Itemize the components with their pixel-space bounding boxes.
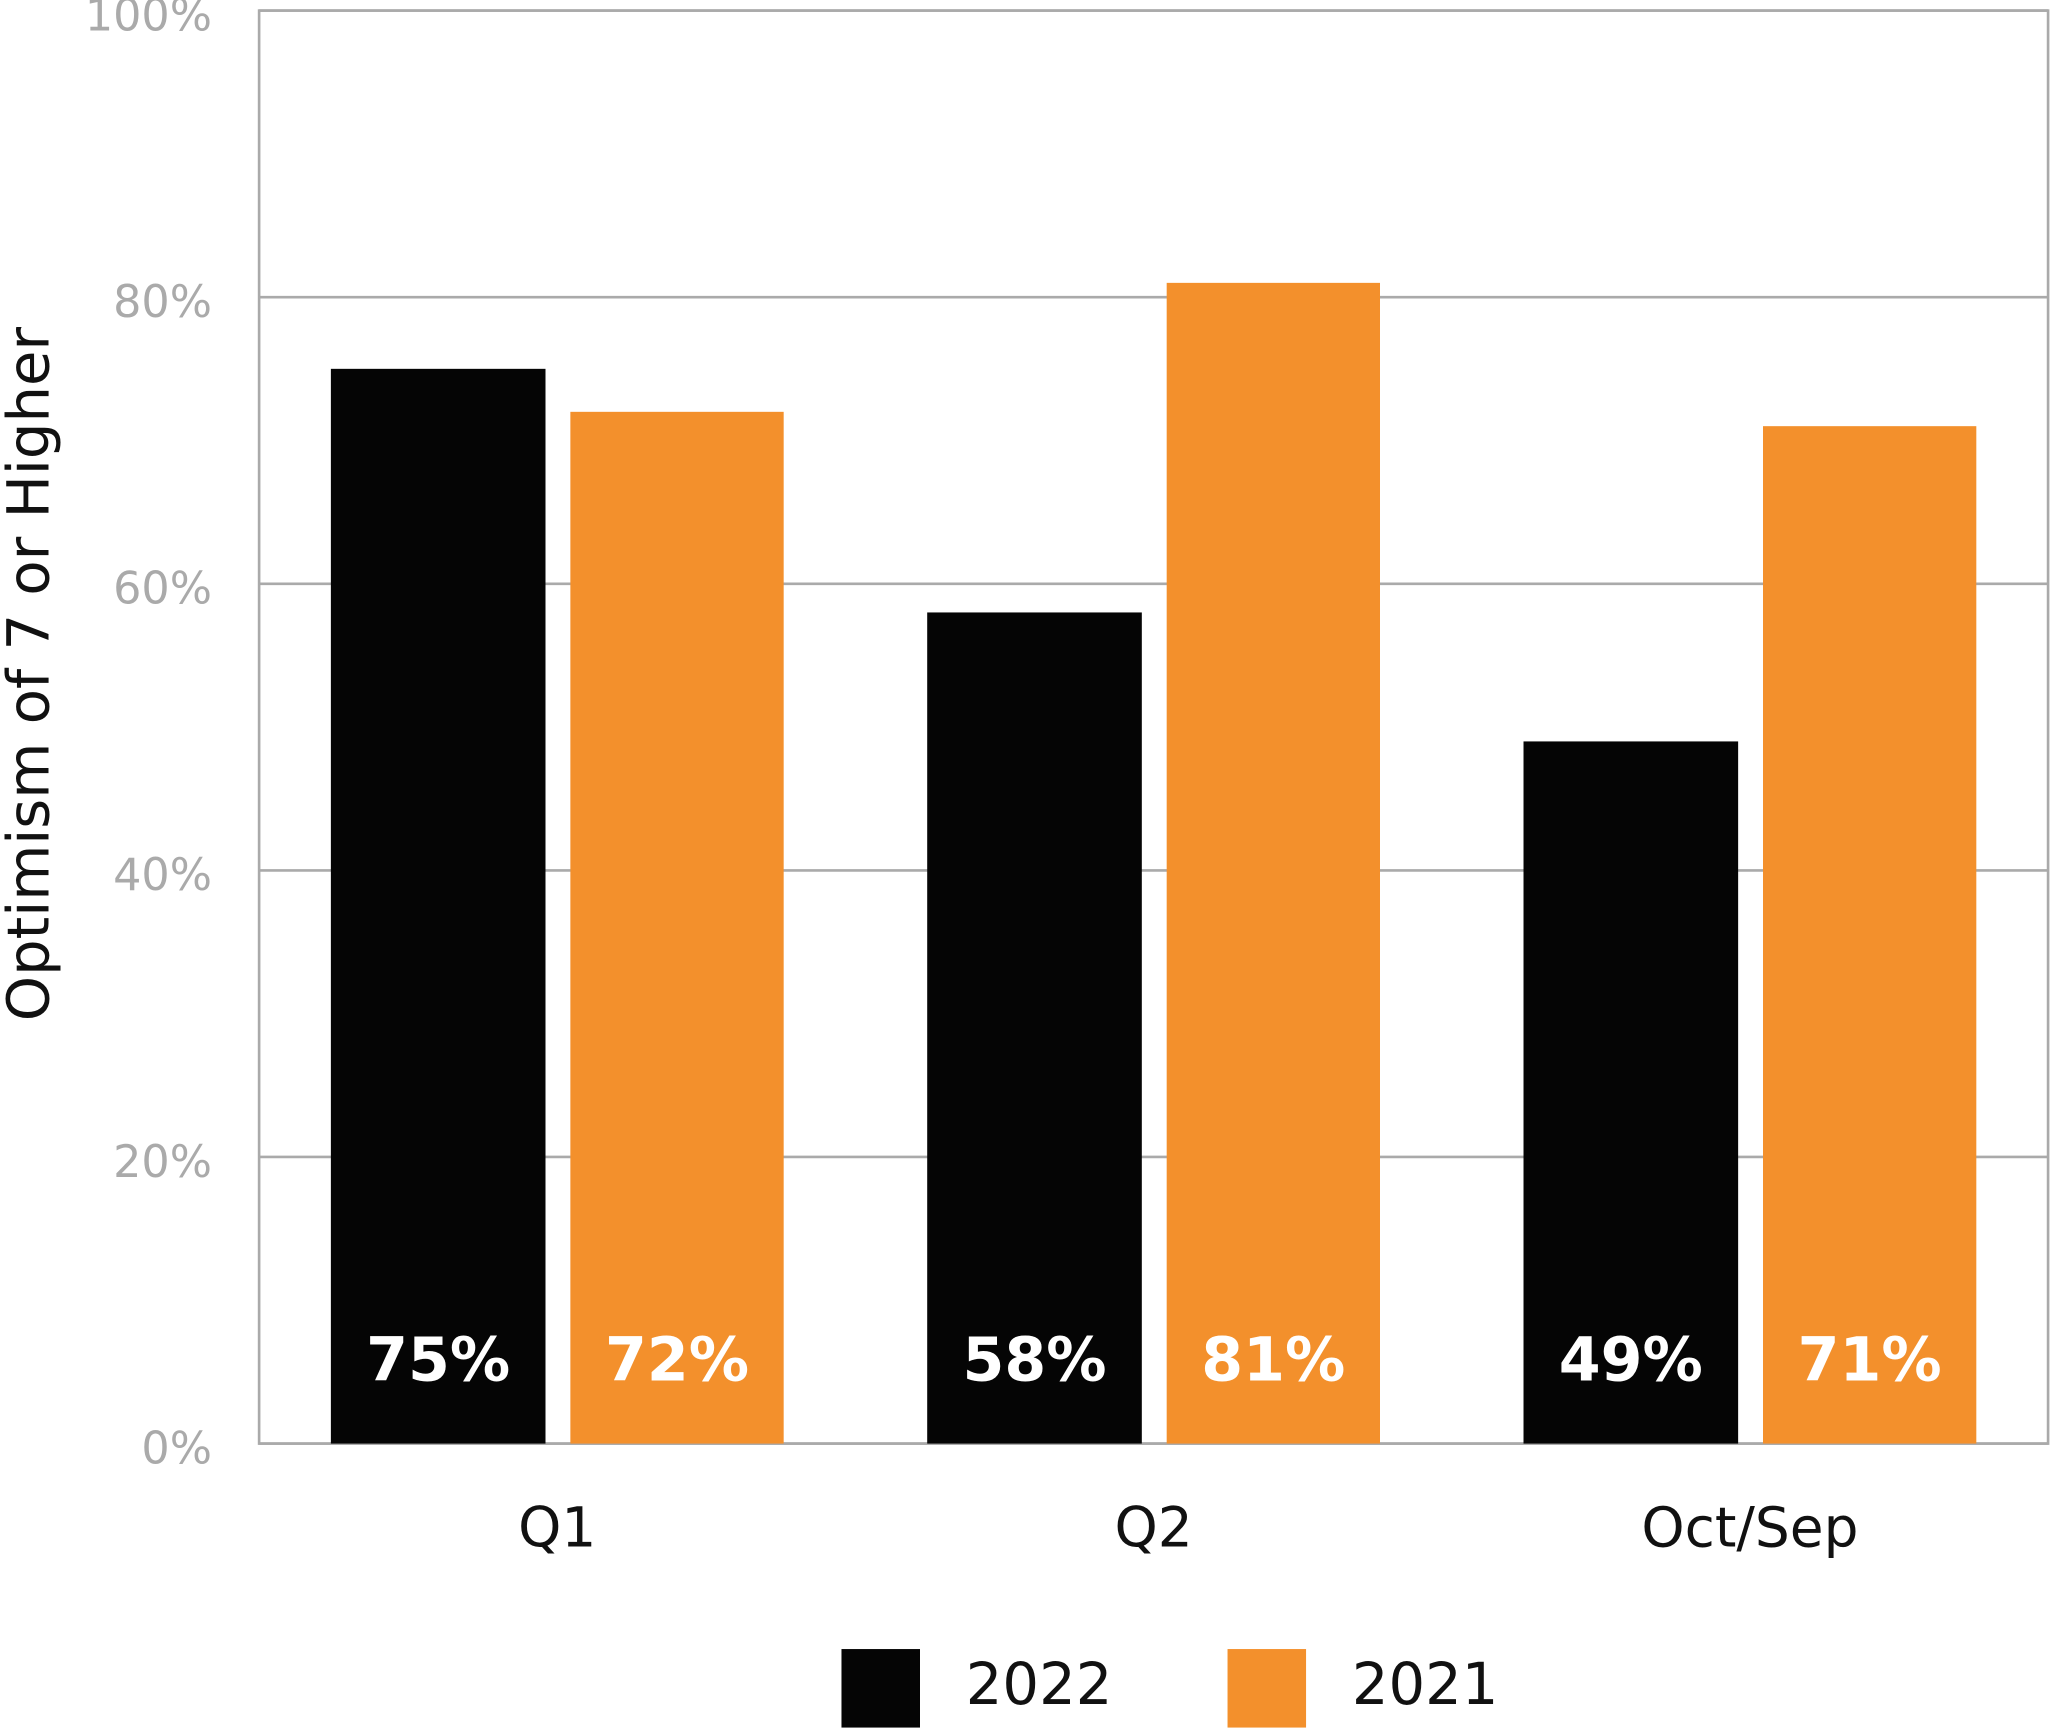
value-label: 75% (366, 1325, 510, 1395)
value-label: 72% (605, 1325, 749, 1395)
y-tick-label: 0% (141, 1423, 212, 1474)
x-tick-label: Q2 (1114, 1495, 1192, 1559)
bar (1763, 426, 1977, 1444)
y-tick-label: 80% (113, 277, 212, 328)
value-label: 49% (1559, 1325, 1703, 1395)
value-label: 71% (1798, 1325, 1942, 1395)
bar (1523, 741, 1739, 1444)
legend-swatch (1227, 1649, 1307, 1728)
x-tick-label: Oct/Sep (1641, 1495, 1858, 1559)
bar (570, 411, 784, 1444)
y-tick-label: 60% (113, 564, 212, 615)
bar (927, 612, 1142, 1444)
bar (330, 368, 546, 1444)
y-tick-label: 20% (113, 1137, 212, 1188)
y-tick-label: 40% (113, 850, 212, 901)
legend-swatch (841, 1649, 920, 1728)
y-axis-title: Optimism of 7 or Higher (0, 327, 62, 1022)
value-label: 58% (962, 1325, 1106, 1395)
x-tick-label: Q1 (518, 1495, 596, 1559)
value-label: 81% (1201, 1325, 1345, 1395)
y-tick-label: 100% (85, 0, 212, 41)
bar (1166, 282, 1380, 1444)
legend-label: 2022 (966, 1651, 1113, 1718)
legend-label: 2021 (1352, 1651, 1499, 1718)
